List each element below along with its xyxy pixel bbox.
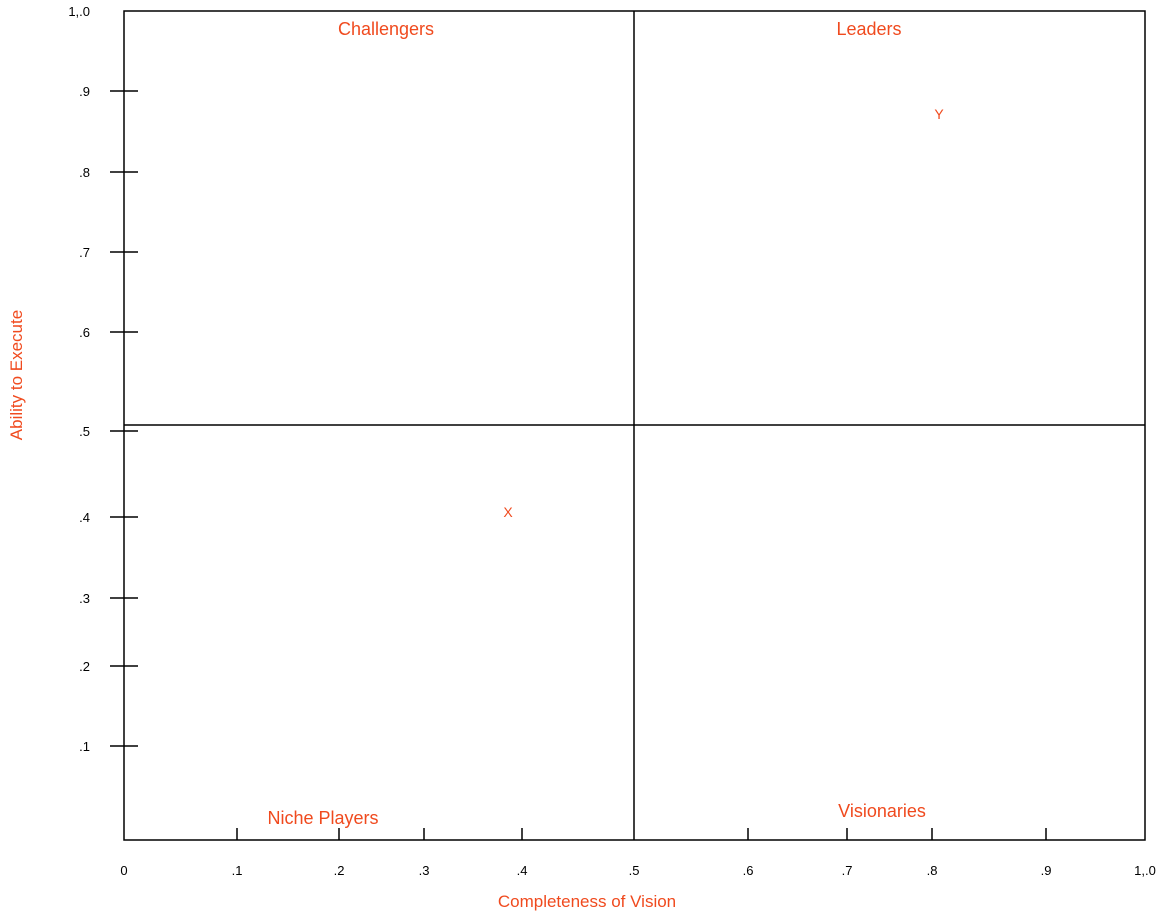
x-tick-label: 0 xyxy=(120,863,127,878)
y-tick-label: .5 xyxy=(79,424,90,439)
x-tick-label: 1,.0 xyxy=(1134,863,1156,878)
quadrant-label: Niche Players xyxy=(267,808,378,828)
y-tick-label: .6 xyxy=(79,325,90,340)
y-tick-label: .3 xyxy=(79,591,90,606)
quadrant-label: Leaders xyxy=(836,19,901,39)
data-points: XY xyxy=(503,106,944,520)
data-point-x: X xyxy=(503,504,513,520)
x-tick-label: .6 xyxy=(743,863,754,878)
y-axis-ticks: .1 .2 .3 .4 .5 .6 .7 .8 .9 1,.0 xyxy=(68,4,138,754)
x-axis-ticks: 0 .1 .2 .3 .4 .5 .6 .7 .8 .9 1,.0 xyxy=(120,828,1156,878)
x-tick-label: .4 xyxy=(517,863,528,878)
x-axis-title: Completeness of Vision xyxy=(498,892,676,911)
y-axis-title: Ability to Execute xyxy=(7,310,26,440)
x-tick-label: .7 xyxy=(842,863,853,878)
x-tick-label: .5 xyxy=(629,863,640,878)
y-tick-label: .2 xyxy=(79,659,90,674)
y-tick-label: .7 xyxy=(79,245,90,260)
x-tick-label: .1 xyxy=(232,863,243,878)
x-tick-label: .3 xyxy=(419,863,430,878)
x-tick-label: .9 xyxy=(1041,863,1052,878)
y-tick-label: .9 xyxy=(79,84,90,99)
y-tick-label: .4 xyxy=(79,510,90,525)
y-tick-label: .1 xyxy=(79,739,90,754)
quadrant-label: Visionaries xyxy=(838,801,926,821)
quadrant-labels: Challengers Leaders Niche Players Visionari… xyxy=(267,19,925,828)
x-tick-label: .2 xyxy=(334,863,345,878)
y-tick-label: .8 xyxy=(79,165,90,180)
x-tick-label: .8 xyxy=(927,863,938,878)
quadrant-label: Challengers xyxy=(338,19,434,39)
data-point-y: Y xyxy=(934,106,944,122)
y-tick-label: 1,.0 xyxy=(68,4,90,19)
